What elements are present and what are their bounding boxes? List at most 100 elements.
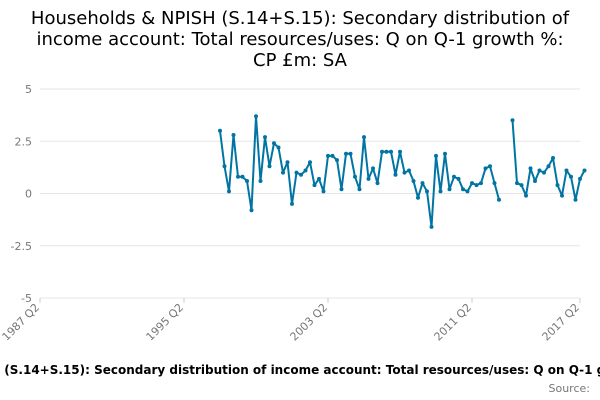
data-point[interactable] [384, 149, 389, 154]
data-point[interactable] [227, 189, 231, 194]
data-point[interactable] [258, 179, 263, 183]
data-point[interactable] [546, 164, 551, 169]
data-point[interactable] [330, 153, 335, 158]
data-point[interactable] [353, 174, 357, 179]
data-point[interactable] [429, 224, 434, 229]
y-axis-ticks: 5 2.5 0 -2.5 -5 [11, 83, 32, 305]
data-point[interactable] [236, 174, 240, 179]
data-point[interactable] [231, 133, 236, 137]
data-point[interactable] [497, 197, 501, 202]
data-point[interactable] [573, 197, 578, 202]
data-point[interactable] [317, 176, 321, 181]
data-point[interactable] [447, 187, 452, 192]
data-point[interactable] [240, 174, 245, 179]
data-point[interactable] [321, 189, 326, 194]
data-point[interactable] [299, 172, 303, 177]
data-point[interactable] [272, 141, 276, 146]
data-point[interactable] [519, 183, 524, 188]
data-point[interactable] [492, 181, 497, 186]
data-point[interactable] [398, 149, 402, 154]
x-axis-ticks: 1987 Q2 1995 Q2 2003 Q2 2011 Q2 2017 Q2 [0, 298, 582, 343]
data-point[interactable] [533, 179, 537, 183]
x-tick-label: 1995 Q2 [144, 301, 187, 344]
data-point[interactable] [276, 145, 281, 150]
data-point[interactable] [470, 181, 474, 186]
y-tick-label: 2.5 [15, 135, 33, 148]
data-point[interactable] [456, 176, 461, 181]
data-point[interactable] [339, 187, 344, 192]
data-point[interactable] [249, 208, 254, 213]
data-series [218, 114, 587, 229]
data-point[interactable] [348, 151, 353, 156]
data-point[interactable] [452, 174, 456, 179]
data-point[interactable] [218, 128, 222, 133]
series-line [219, 115, 500, 228]
data-point[interactable] [357, 187, 362, 192]
y-tick-label: -5 [21, 292, 32, 305]
data-point[interactable] [528, 166, 533, 171]
data-point[interactable] [537, 168, 542, 173]
data-point[interactable] [281, 170, 285, 175]
series-line [511, 120, 586, 201]
data-point[interactable] [267, 164, 272, 169]
data-point[interactable] [438, 189, 443, 194]
source-label: Source: [549, 382, 591, 395]
data-point[interactable] [416, 195, 420, 200]
data-point[interactable] [434, 153, 438, 158]
data-point[interactable] [582, 168, 587, 173]
data-point[interactable] [443, 151, 447, 156]
y-tick-label: 0 [25, 188, 32, 201]
data-point[interactable] [483, 166, 488, 171]
data-point[interactable] [366, 176, 371, 181]
data-point[interactable] [303, 168, 308, 173]
data-point[interactable] [308, 160, 312, 165]
data-point[interactable] [371, 166, 375, 171]
data-point[interactable] [555, 183, 560, 188]
data-point[interactable] [474, 183, 479, 188]
data-point[interactable] [510, 118, 515, 123]
data-point[interactable] [578, 176, 582, 181]
data-point[interactable] [560, 193, 564, 198]
data-point[interactable] [420, 181, 425, 186]
chart-title-line-3: CP £m: SA [253, 50, 348, 71]
x-tick-label: 2003 Q2 [288, 301, 331, 344]
data-point[interactable] [515, 181, 519, 186]
data-point[interactable] [402, 170, 407, 175]
data-point[interactable] [551, 156, 555, 160]
data-point[interactable] [380, 149, 384, 154]
data-point[interactable] [542, 170, 546, 175]
data-point[interactable] [362, 135, 366, 140]
chart-title-line-1: Households & NPISH (S.14+S.15): Secondar… [31, 8, 570, 29]
data-point[interactable] [393, 172, 398, 177]
data-point[interactable] [488, 164, 492, 169]
x-axis-label: Households & NPISH (S.14+S.15): Secondar… [0, 363, 600, 377]
data-point[interactable] [564, 168, 569, 173]
data-point[interactable] [285, 160, 290, 165]
data-point[interactable] [425, 189, 429, 194]
data-point[interactable] [375, 181, 380, 186]
data-point[interactable] [335, 158, 339, 163]
data-point[interactable] [524, 193, 528, 198]
data-point[interactable] [222, 164, 227, 169]
data-point[interactable] [263, 135, 267, 140]
data-point[interactable] [254, 114, 258, 119]
data-point[interactable] [344, 151, 348, 156]
data-point[interactable] [389, 149, 393, 154]
data-point[interactable] [312, 183, 317, 188]
data-point[interactable] [245, 179, 249, 183]
data-point[interactable] [290, 201, 294, 206]
data-point[interactable] [569, 174, 573, 179]
x-tick-label: 2017 Q2 [540, 301, 583, 344]
data-point[interactable] [479, 181, 483, 186]
data-point[interactable] [411, 179, 416, 183]
data-point[interactable] [465, 189, 470, 194]
x-tick-label: 1987 Q2 [0, 301, 42, 344]
data-point[interactable] [294, 170, 299, 175]
y-tick-label: -2.5 [11, 240, 32, 253]
data-point[interactable] [407, 168, 411, 173]
data-point[interactable] [326, 153, 330, 158]
data-point[interactable] [461, 187, 465, 192]
x-tick-label: 2011 Q2 [432, 301, 475, 344]
grid-lines [40, 88, 580, 299]
